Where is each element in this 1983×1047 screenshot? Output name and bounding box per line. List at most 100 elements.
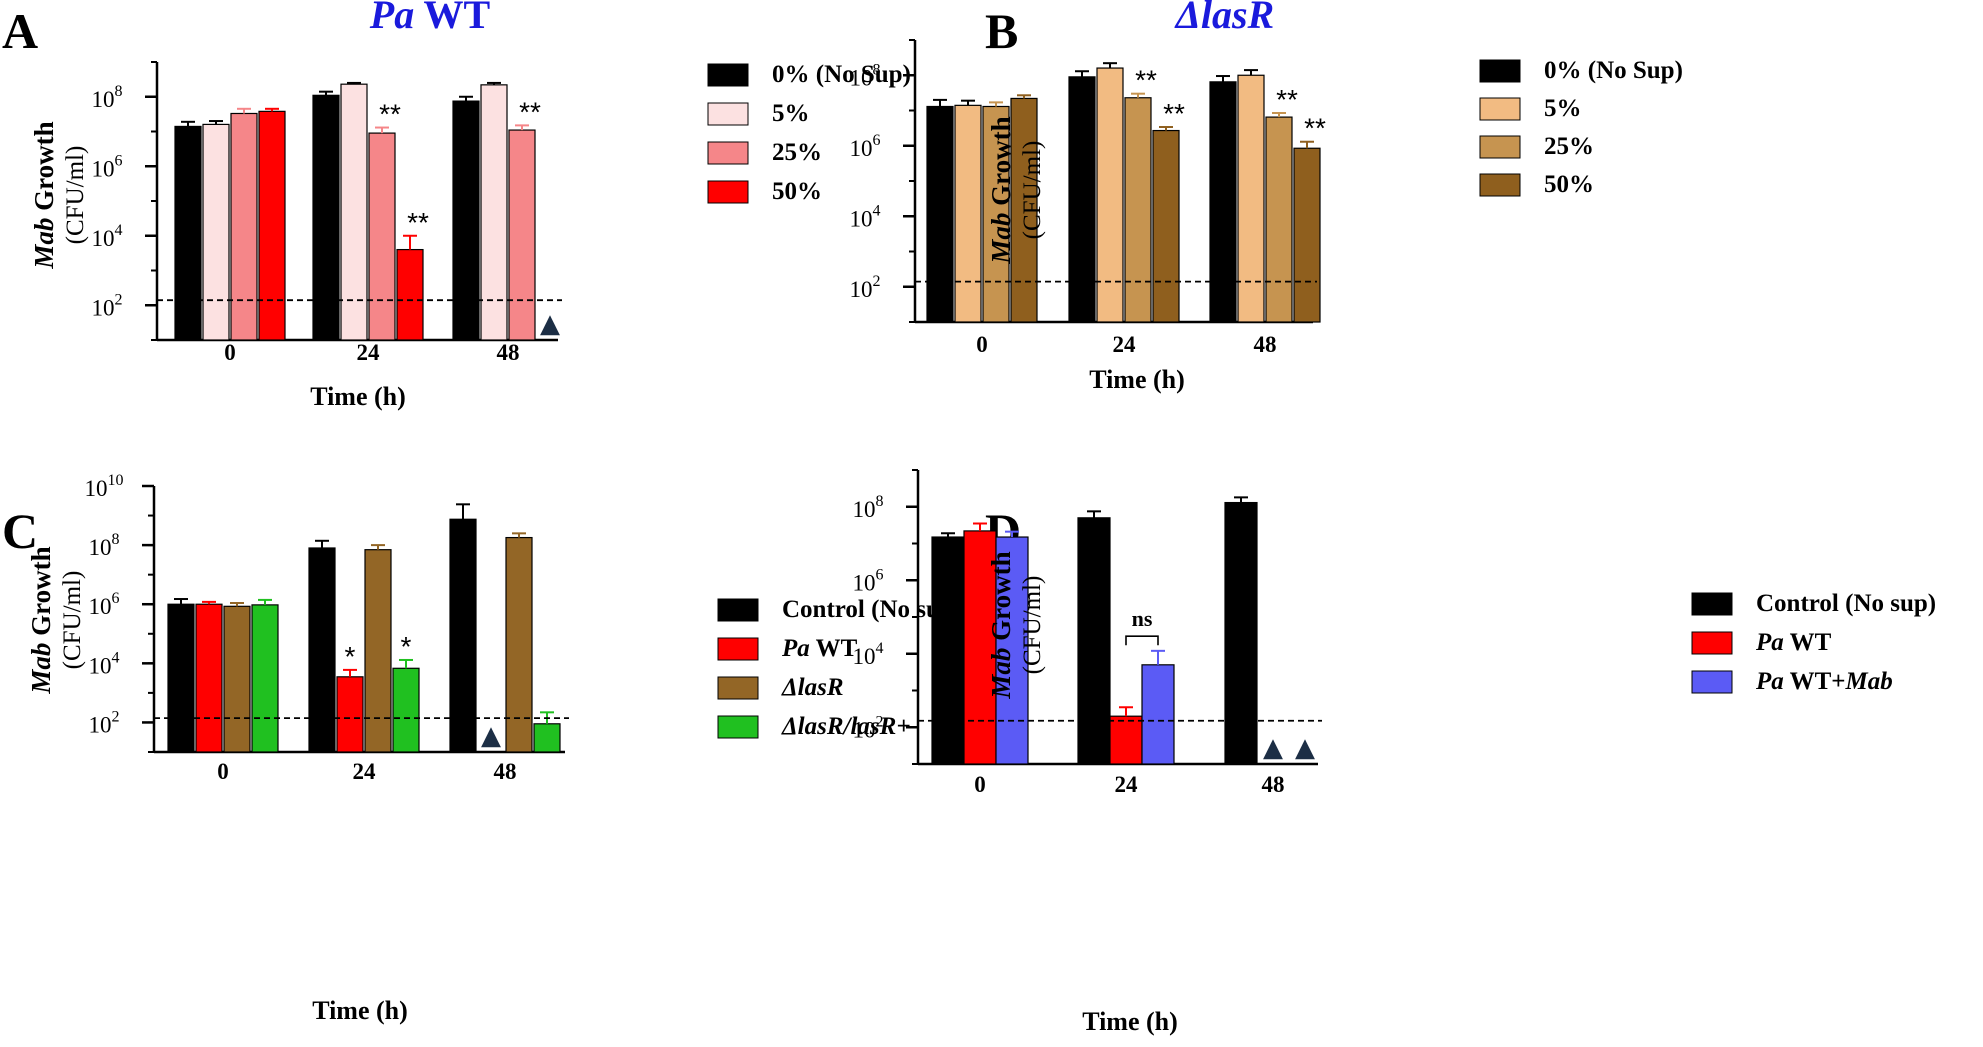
bar xyxy=(963,530,997,765)
bar xyxy=(392,667,420,753)
panel-letter: A xyxy=(2,3,38,59)
bar xyxy=(223,605,251,753)
y-tick-label: 106 xyxy=(89,590,120,619)
y-tick-label: 106 xyxy=(92,152,123,181)
panel-letter: B xyxy=(985,3,1018,59)
bar xyxy=(452,100,480,341)
legend-swatch xyxy=(1479,97,1521,121)
x-tick-label: 0 xyxy=(974,772,986,797)
bar xyxy=(995,536,1029,765)
y-axis-title-rest: Growth xyxy=(29,121,59,217)
y-tick-base: 10 xyxy=(92,295,115,320)
bar xyxy=(1109,715,1143,765)
x-axis-title: Time (h) xyxy=(310,382,406,411)
bar xyxy=(1293,147,1321,323)
panel-title: Pa WT xyxy=(369,0,491,37)
y-tick-exp: 2 xyxy=(112,708,120,725)
y-axis-units: (CFU/ml) xyxy=(1019,576,1046,675)
x-tick-label: 0 xyxy=(976,332,988,357)
y-tick-label: 106 xyxy=(850,132,881,161)
y-tick-base: 10 xyxy=(850,136,873,161)
y-tick-label: 108 xyxy=(853,493,884,522)
legend-entry: ΔlasR xyxy=(781,674,844,701)
bar xyxy=(336,676,364,753)
x-axis-title: Time (h) xyxy=(312,996,408,1025)
below-detection-marker: ▲ xyxy=(481,721,501,751)
bar xyxy=(931,536,965,765)
x-tick-label: 24 xyxy=(1115,772,1139,797)
bar xyxy=(533,723,561,753)
below-detection-marker: ▲ xyxy=(540,309,560,339)
legend-entry-rest: WT xyxy=(1784,629,1832,656)
bar xyxy=(1077,517,1111,765)
significance-label: ** xyxy=(519,96,541,127)
y-tick-label: 108 xyxy=(92,83,123,112)
y-tick-base: 10 xyxy=(92,226,115,251)
legend-entry: Pa WT xyxy=(1755,629,1832,656)
y-tick-exp: 6 xyxy=(112,590,120,607)
legend-swatch xyxy=(717,715,759,739)
y-tick-base: 10 xyxy=(850,277,873,302)
y-tick-base: 10 xyxy=(850,65,873,90)
y-tick-label: 102 xyxy=(92,291,123,320)
y-axis-title-italic: Mab xyxy=(29,218,59,270)
y-tick-label: 102 xyxy=(853,713,884,742)
bar xyxy=(1224,501,1258,765)
y-tick-exp: 6 xyxy=(873,132,881,149)
bar xyxy=(1152,129,1180,323)
y-tick-base: 10 xyxy=(85,476,108,501)
bar xyxy=(396,248,424,341)
legend-entry-rest: WT xyxy=(810,635,858,662)
y-tick-exp: 10 xyxy=(108,472,124,489)
significance-label: * xyxy=(401,631,412,662)
y-tick-exp: 4 xyxy=(876,640,884,657)
legend-entry-italic: Mab xyxy=(1845,668,1893,695)
legend-swatch xyxy=(1479,135,1521,159)
y-tick-base: 10 xyxy=(89,653,112,678)
y-tick-exp: 6 xyxy=(876,566,884,583)
legend-entry: 50% xyxy=(772,178,822,205)
legend-swatch xyxy=(707,102,749,126)
legend-entry-italic: Pa xyxy=(1755,668,1784,695)
y-tick-label: 104 xyxy=(850,202,881,231)
x-tick-label: 0 xyxy=(217,759,229,784)
ns-bracket xyxy=(1125,635,1159,646)
y-tick-base: 10 xyxy=(92,156,115,181)
legend-entry: 0% (No Sup) xyxy=(1544,57,1683,84)
x-tick-label: 48 xyxy=(1254,332,1277,357)
y-tick-base: 10 xyxy=(89,712,112,737)
legend-entry: 25% xyxy=(772,139,822,166)
legend-swatch xyxy=(1479,173,1521,197)
y-axis-title-italic: Mab xyxy=(26,643,56,695)
bar xyxy=(505,536,533,753)
legend-swatch xyxy=(717,598,759,622)
x-tick-label: 0 xyxy=(224,340,236,365)
y-tick-label: 1010 xyxy=(85,472,124,501)
y-tick-label: 108 xyxy=(850,61,881,90)
significance-label: ** xyxy=(1304,113,1326,144)
panel-title-italic: ΔlasR xyxy=(1174,0,1274,37)
x-axis-title: Time (h) xyxy=(1089,365,1185,394)
x-tick-label: 24 xyxy=(357,340,381,365)
y-tick-exp: 8 xyxy=(873,61,881,78)
x-tick-label: 48 xyxy=(1262,772,1285,797)
x-axis-title: Time (h) xyxy=(1082,1007,1178,1036)
bar xyxy=(251,604,279,753)
bar xyxy=(174,125,202,341)
y-tick-base: 10 xyxy=(853,497,876,522)
bar xyxy=(368,132,396,341)
y-axis-title-italic: Mab xyxy=(986,648,1016,700)
y-tick-label: 104 xyxy=(853,640,884,669)
legend-swatch xyxy=(717,637,759,661)
y-tick-base: 10 xyxy=(853,570,876,595)
bar xyxy=(954,104,982,323)
bar xyxy=(258,110,286,341)
y-tick-exp: 8 xyxy=(115,83,123,100)
bar xyxy=(1265,116,1293,323)
bar xyxy=(1010,97,1038,323)
y-tick-exp: 4 xyxy=(112,649,120,666)
y-tick-exp: 2 xyxy=(115,291,123,308)
y-tick-label: 102 xyxy=(89,708,120,737)
